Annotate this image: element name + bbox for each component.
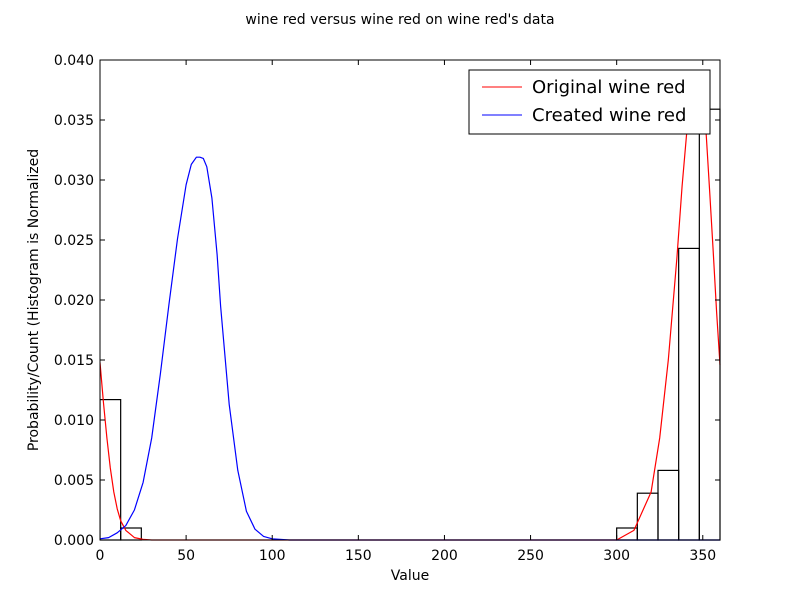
y-axis: 0.000 0.005 0.010 0.015 0.020 0.025 0.030 0.035… <box>54 53 720 549</box>
x-axis: 0 50 100 150 200 250 300 350 <box>96 60 716 564</box>
plot-background <box>100 60 720 540</box>
legend: Original wine red Created wine red <box>468 69 711 135</box>
y-tick-label: 0.010 <box>54 413 94 429</box>
y-tick-label: 0.015 <box>54 353 94 369</box>
y-tick-label: 0.030 <box>54 173 94 189</box>
y-tick-label: 0.020 <box>54 293 94 309</box>
chart-title: wine red versus wine red on wine red's d… <box>245 12 554 28</box>
y-tick-label: 0.025 <box>54 233 94 249</box>
y-axis-title: Probability/Count (Histogram is Normaliz… <box>26 149 42 451</box>
y-tick-label: 0.000 <box>54 533 94 549</box>
x-tick-label: 0 <box>96 548 105 564</box>
legend-label-original: Original wine red <box>532 77 686 98</box>
x-tick-label: 100 <box>259 548 286 564</box>
x-tick-label: 200 <box>431 548 458 564</box>
x-axis-title: Value <box>391 568 429 584</box>
x-tick-label: 350 <box>689 548 716 564</box>
x-tick-label: 50 <box>177 548 195 564</box>
legend-label-created: Created wine red <box>532 105 686 126</box>
plot-area: 0 50 100 150 200 250 300 350 0.0000.0050.0100.0… <box>54 53 721 564</box>
series-line-created <box>100 156 720 541</box>
x-tick-label: 300 <box>603 548 630 564</box>
y-tick-label: 0.040 <box>54 53 94 69</box>
legend-box <box>468 69 711 135</box>
x-tick-label: 150 <box>345 548 372 564</box>
y-tick-label: 0.035 <box>54 113 94 129</box>
x-tick-label: 250 <box>517 548 544 564</box>
y-tick-label: 0.005 <box>54 473 94 489</box>
